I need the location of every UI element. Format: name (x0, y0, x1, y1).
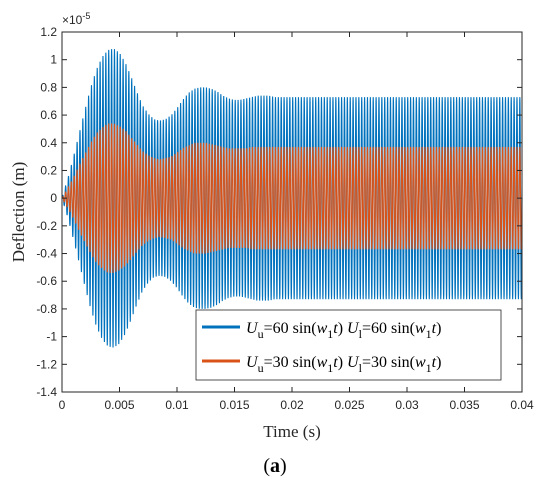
y-tick-label: 0.2 (40, 163, 57, 177)
y-multiplier-exponent: -5 (82, 11, 90, 21)
y-multiplier-label: ×10-5 (62, 11, 90, 27)
series-line-2 (61, 123, 523, 273)
y-tick-label: -0.6 (36, 274, 57, 288)
x-tick-label: 0 (59, 398, 66, 412)
series-layer (61, 49, 523, 348)
y-tick-label: 0.4 (40, 136, 57, 150)
y-tick-label: -0.8 (36, 302, 57, 316)
legend: Uu=60 sin(w1t) Ul=60 sin(w1t) Uu=30 sin(… (195, 309, 502, 381)
x-tick-label: 0.02 (280, 398, 304, 412)
y-tick-label: -1 (46, 330, 57, 344)
legend-label-series-1: Uu=60 sin(w1t) Ul=60 sin(w1t) (246, 320, 441, 341)
y-axis-title: Deflection (m) (9, 162, 28, 263)
y-tick-label: -0.4 (36, 247, 57, 261)
x-tick-label: 0.01 (165, 398, 189, 412)
y-tick-label: -1.4 (36, 385, 57, 399)
x-tick-label: 0.03 (395, 398, 419, 412)
caption-open-paren: ( (263, 455, 270, 477)
figure-caption: (a) (263, 455, 286, 477)
caption-letter: a (270, 455, 280, 477)
x-axis: 0 0.005 0.01 0.015 0.02 0.025 0.03 0.035 0.04 (59, 32, 534, 412)
legend-label-series-2: Uu=30 sin(w1t) Ul=30 sin(w1t) (246, 354, 441, 375)
x-tick-label: 0.015 (219, 398, 249, 412)
x-axis-title: Time (s) (263, 422, 320, 441)
y-tick-label: 1 (50, 53, 57, 67)
y-multiplier-base: ×10 (62, 13, 83, 27)
caption-close-paren: ) (280, 455, 287, 477)
x-tick-label: 0.04 (510, 398, 534, 412)
x-tick-label: 0.025 (334, 398, 364, 412)
y-tick-label: 0.6 (40, 108, 57, 122)
y-tick-label: 1.2 (40, 25, 57, 39)
legend-box (195, 309, 502, 381)
y-tick-label: 0 (50, 191, 57, 205)
y-tick-label: -1.2 (36, 357, 57, 371)
y-tick-label: -0.2 (36, 219, 57, 233)
y-tick-label: 0.8 (40, 80, 57, 94)
y-axis: 1.2 1 0.8 0.6 0.4 0.2 0 -0.2 -0.4 -0.6 -0.8 -1 -1.2 -… (36, 25, 522, 399)
x-tick-label: 0.005 (104, 398, 134, 412)
x-tick-label: 0.035 (449, 398, 479, 412)
